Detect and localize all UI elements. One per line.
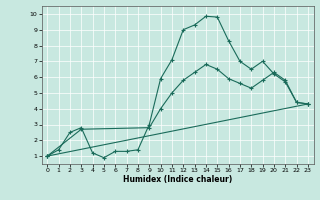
X-axis label: Humidex (Indice chaleur): Humidex (Indice chaleur) bbox=[123, 175, 232, 184]
